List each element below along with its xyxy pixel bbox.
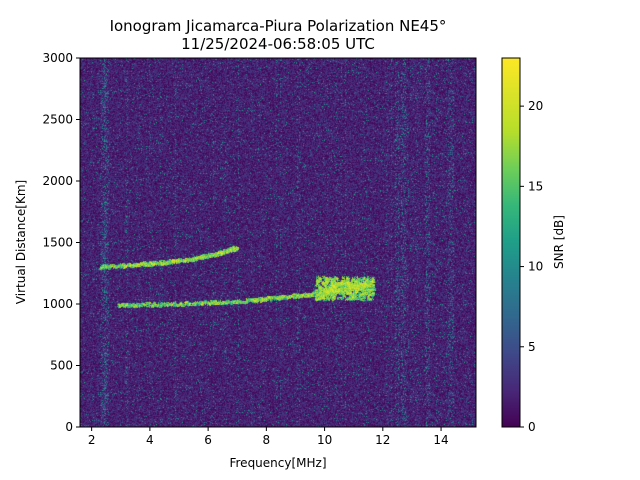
x-axis: 2 4 6 8 10 12 14 [88, 427, 449, 447]
plot-area [79, 57, 477, 428]
x-axis-label: Frequency[MHz] [229, 456, 326, 470]
colorbar-tick-label: 10 [528, 260, 543, 274]
y-tick-label: 3000 [42, 51, 73, 65]
y-axis: 0 500 1000 1500 2000 2500 3000 [42, 51, 80, 434]
snr-heatmap [80, 58, 476, 427]
x-tick-label: 10 [317, 433, 332, 447]
chart-title-line1: Ionogram Jicamarca-Piura Polarization NE… [110, 17, 447, 35]
y-tick-label: 0 [65, 420, 73, 434]
x-tick-label: 14 [433, 433, 448, 447]
y-tick-label: 1000 [42, 297, 73, 311]
colorbar-gradient [501, 57, 521, 428]
x-tick-label: 6 [204, 433, 212, 447]
colorbar-ticks: 0 5 10 15 20 [520, 99, 543, 434]
chart-title-line2: 11/25/2024-06:58:05 UTC [181, 35, 375, 53]
colorbar-tick-label: 20 [528, 99, 543, 113]
colorbar-tick-label: 0 [528, 420, 536, 434]
y-tick-label: 1500 [42, 236, 73, 250]
y-tick-label: 500 [50, 359, 73, 373]
y-tick-label: 2000 [42, 174, 73, 188]
y-tick-label: 2500 [42, 113, 73, 127]
x-tick-label: 12 [375, 433, 390, 447]
y-axis-label: Virtual Distance[Km] [14, 180, 28, 304]
x-tick-label: 8 [263, 433, 271, 447]
colorbar: 0 5 10 15 20 SNR [dB] [501, 57, 566, 434]
colorbar-tick-label: 5 [528, 340, 536, 354]
x-tick-label: 2 [88, 433, 96, 447]
x-tick-label: 4 [146, 433, 154, 447]
colorbar-tick-label: 15 [528, 179, 543, 193]
colorbar-label: SNR [dB] [552, 215, 566, 269]
